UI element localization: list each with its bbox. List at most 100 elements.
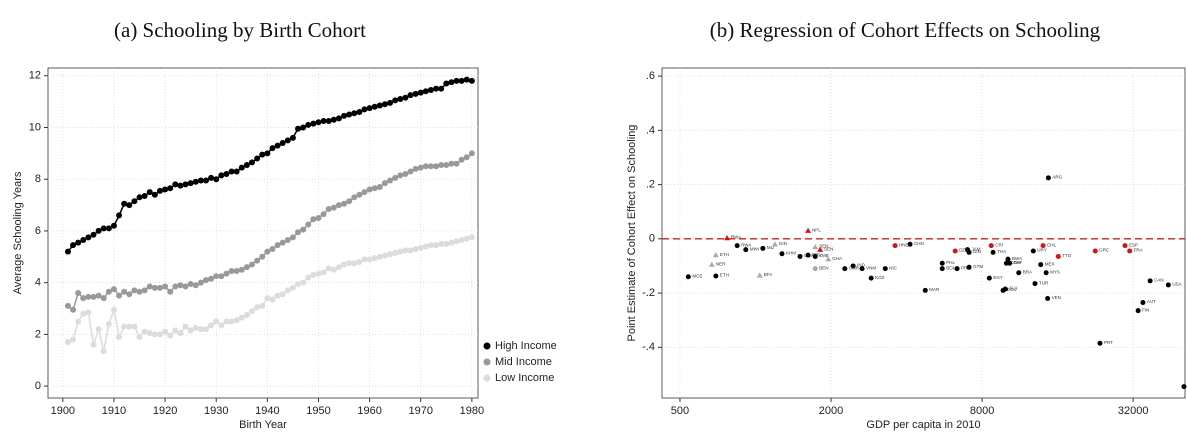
data-point (156, 331, 163, 338)
data-point (458, 236, 465, 243)
data-point (412, 165, 419, 172)
data-point (177, 330, 184, 337)
data-point (121, 288, 128, 295)
y-tick-label: 0 (35, 380, 41, 392)
data-point (939, 260, 945, 266)
data-point (100, 225, 107, 232)
data-point (208, 275, 215, 282)
point-label: CRI (995, 242, 1003, 247)
data-point (187, 180, 194, 187)
data-point (825, 256, 832, 262)
data-point (346, 198, 353, 205)
data-point (238, 164, 245, 171)
data-point (121, 323, 128, 330)
data-point (274, 292, 281, 299)
data-point (797, 253, 803, 259)
point-label: MEX (1045, 261, 1055, 266)
data-point (100, 348, 107, 355)
data-point (295, 280, 302, 287)
data-point (197, 279, 204, 286)
point-label: IND (857, 263, 866, 268)
x-tick-label: 1900 (51, 405, 75, 417)
data-point (218, 273, 225, 280)
data-point (417, 244, 424, 251)
data-point (64, 302, 71, 309)
point-label: NPL (812, 252, 821, 257)
point-label: GIN (779, 241, 787, 246)
data-point (335, 115, 342, 122)
point-label: SEN (824, 246, 833, 251)
data-point (172, 283, 179, 290)
data-point (1122, 243, 1128, 249)
data-point (433, 163, 440, 170)
point-label: KGZ (875, 275, 885, 280)
point-label: NER (716, 261, 726, 266)
data-point (407, 92, 414, 99)
data-point (351, 260, 358, 267)
data-point (269, 296, 276, 303)
data-point (70, 242, 77, 249)
data-point (64, 248, 71, 255)
data-point (392, 249, 399, 256)
data-point (110, 286, 117, 293)
data-point (397, 172, 404, 179)
data-point (167, 332, 174, 339)
point-label: GRC (1099, 248, 1110, 253)
y-tick-label: 2 (35, 328, 41, 340)
data-point (187, 327, 194, 334)
data-point (233, 317, 240, 324)
data-point (80, 236, 87, 243)
data-point (438, 161, 445, 168)
legend-marker (483, 358, 491, 366)
data-point (249, 261, 256, 268)
data-point (1045, 295, 1051, 301)
point-label: ETH (720, 252, 729, 257)
legend-label: Mid Income (495, 356, 552, 368)
data-point (952, 248, 958, 254)
data-point (335, 264, 342, 271)
data-point (95, 227, 102, 234)
legend-label: High Income (495, 340, 557, 352)
data-point (453, 160, 460, 167)
data-point (954, 266, 960, 272)
legend-marker (483, 342, 491, 350)
data-point (136, 194, 143, 201)
data-point (310, 216, 317, 223)
data-point (356, 191, 363, 198)
point-label: ETH (720, 273, 729, 278)
data-point (75, 290, 82, 296)
data-point (371, 255, 378, 262)
data-point (859, 266, 865, 272)
point-label: CHN (914, 241, 924, 246)
data-point (330, 204, 337, 211)
data-point (805, 252, 811, 258)
data-point (110, 306, 117, 313)
data-point (305, 274, 312, 281)
data-point (238, 314, 245, 321)
data-point (407, 168, 414, 175)
point-label: MWI (750, 246, 759, 251)
data-point (448, 160, 455, 167)
data-point (325, 205, 332, 212)
data-point (422, 243, 429, 250)
point-label: DOM (1010, 260, 1021, 265)
data-point (361, 189, 368, 196)
data-point (300, 279, 307, 286)
data-point (208, 322, 215, 329)
point-label: NPL (812, 227, 821, 232)
data-point (402, 247, 409, 254)
data-point (468, 150, 475, 157)
data-point (335, 202, 342, 209)
point-label: CHL (1047, 242, 1056, 247)
y-tick-label: .6 (646, 70, 655, 82)
data-point (458, 77, 465, 84)
data-point (80, 310, 87, 317)
data-point (264, 295, 271, 302)
data-point (376, 253, 383, 260)
point-label: KHM (786, 250, 796, 255)
data-point (685, 274, 691, 280)
data-point (228, 268, 235, 275)
data-point (105, 321, 112, 328)
legend-marker (483, 374, 491, 382)
data-point (1005, 256, 1011, 262)
